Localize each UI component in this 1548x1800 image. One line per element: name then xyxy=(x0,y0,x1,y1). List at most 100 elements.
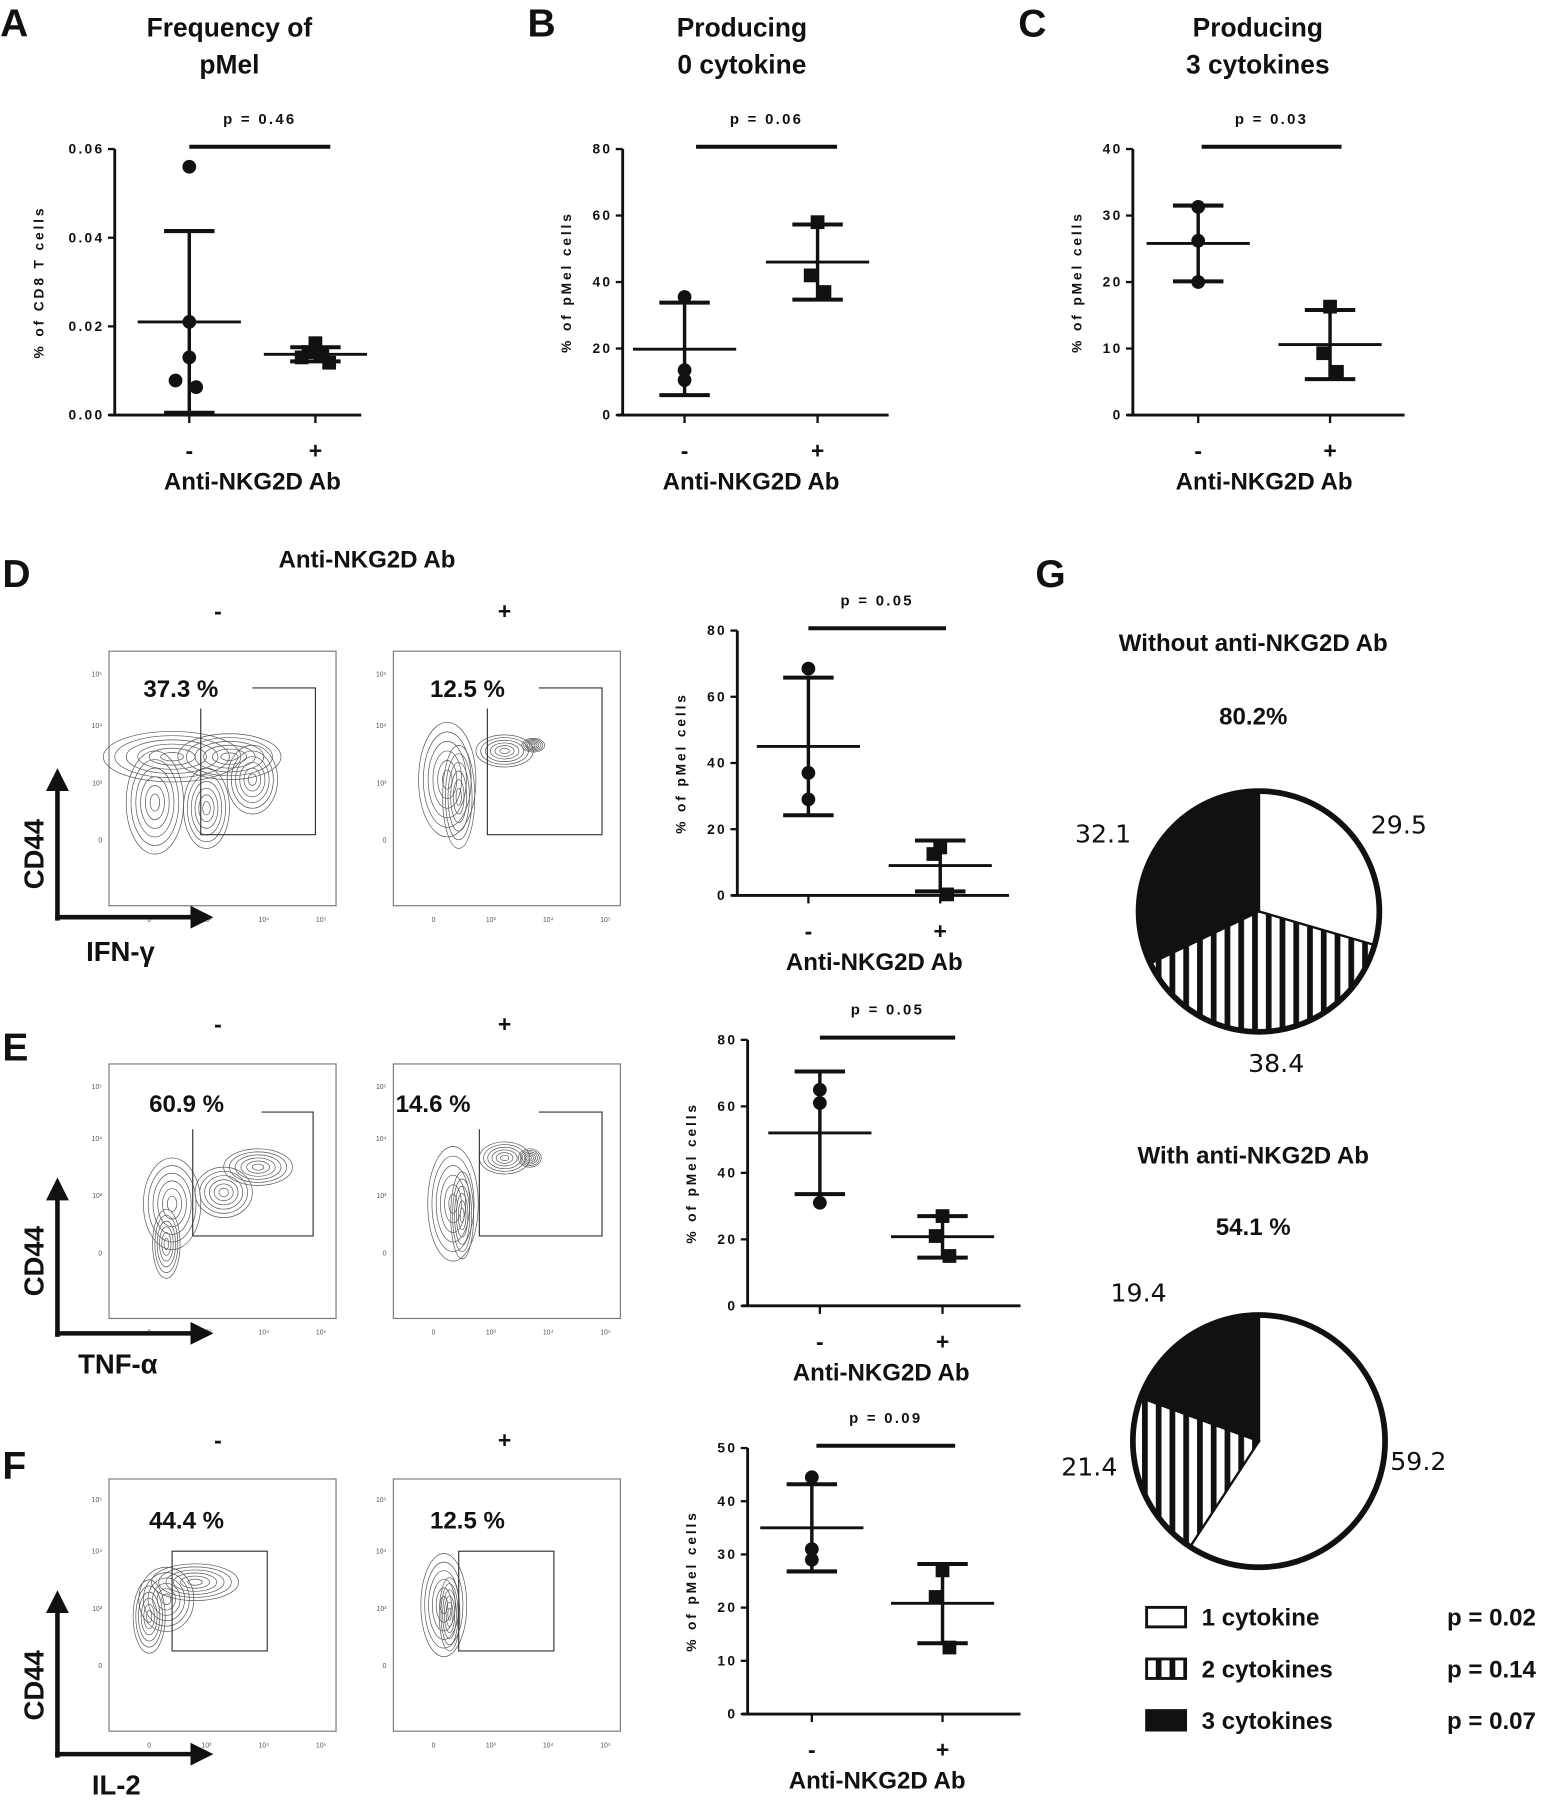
contour-line xyxy=(523,739,544,752)
contour-line xyxy=(432,1578,456,1632)
slice-value-label: 19.4 xyxy=(1111,1278,1167,1307)
contour-line xyxy=(439,1596,448,1615)
y-tick-label: 10⁵ xyxy=(92,671,103,678)
contour-line xyxy=(445,1601,454,1627)
y-tick-label: 10⁵ xyxy=(92,1084,103,1091)
y-tick-label: 0.06 xyxy=(69,142,105,157)
flow-plot-minus: 0 0 10³ 10³ 10⁴ 10⁴ 10⁵ 10⁵ 44.4 % xyxy=(92,1478,337,1749)
contour-line xyxy=(154,1214,179,1273)
contour-line xyxy=(234,1154,282,1180)
y-tick-label: 10⁵ xyxy=(376,1084,387,1091)
category-label: - xyxy=(816,1328,824,1354)
chart-title: pMel xyxy=(199,49,259,79)
flow-plot-plus: 0 0 10³ 10³ 10⁴ 10⁴ 10⁵ 10⁵ 12.5 % xyxy=(376,1478,621,1749)
contour-line xyxy=(252,1163,265,1171)
contour-line xyxy=(418,721,477,838)
x-tick-label: 10⁵ xyxy=(600,1742,611,1749)
slice-value-label: 32.1 xyxy=(1075,820,1131,849)
chart-title: 0 cytokine xyxy=(677,49,806,79)
gate xyxy=(171,1550,268,1652)
y-tick-label: 10⁵ xyxy=(376,671,387,678)
pie-legend: 1 cytokine p = 0.02 2 cytokines p = 0.14 3 c… xyxy=(1145,1605,1537,1735)
y-tick-label: 10⁴ xyxy=(376,1549,387,1556)
data-point xyxy=(803,268,818,283)
legend-p-value: p = 0.14 xyxy=(1447,1656,1537,1683)
flow-row-2: - +0 0 10³ 10³ 10⁴ 10⁴ 10⁵ 10⁵ 60.9 % 0 0 10³ 10³ 10⁴ 1… xyxy=(19,1011,621,1380)
y-tick-label: 10³ xyxy=(92,1606,103,1613)
legend-label: 2 cytokines xyxy=(1202,1656,1333,1683)
category-label: - xyxy=(185,438,193,464)
condition-plus-label: + xyxy=(498,1427,511,1453)
contour-line xyxy=(246,1160,270,1174)
contour-line xyxy=(187,1578,203,1586)
pie-total: 54.1 % xyxy=(1216,1214,1291,1241)
contour-line xyxy=(530,743,536,747)
plot-frame xyxy=(392,1478,621,1732)
y-tick-label: 40 xyxy=(717,1494,737,1509)
gate-percentage: 12.5 % xyxy=(430,676,505,703)
contour-line xyxy=(438,1577,461,1652)
x-tick-label: 10³ xyxy=(202,1330,213,1337)
data-point xyxy=(801,661,816,676)
contour-line xyxy=(442,769,453,790)
data-point xyxy=(294,350,309,365)
x-axis-label: Anti-NKG2D Ab xyxy=(793,1359,970,1386)
y-axis-label: % of pMel cells xyxy=(1069,211,1084,353)
contour-line xyxy=(161,1593,172,1606)
x-tick-label: 10³ xyxy=(486,1742,497,1749)
slice-value-label: 21.4 xyxy=(1061,1453,1117,1482)
legend-swatch xyxy=(1145,1709,1188,1732)
contour-line xyxy=(483,1144,526,1172)
contour-line xyxy=(172,1572,218,1592)
y-axis-label: % of pMel cells xyxy=(674,692,689,834)
contour-line xyxy=(226,744,278,815)
dot-plot-c: Producing 3 cytokines 0 10 20 30 40 % of pMel c… xyxy=(1069,13,1405,496)
dot-plot-d: 0 20 40 60 80 % of pMel cells p = 0.05 - + Anti-N… xyxy=(674,593,1010,976)
plot-frame xyxy=(392,650,621,907)
condition-minus-label: - xyxy=(214,1427,222,1453)
flow-plot-plus: 0 0 10³ 10³ 10⁴ 10⁴ 10⁵ 10⁵ 12.5 % xyxy=(376,650,621,924)
plot-frame xyxy=(108,1063,337,1320)
contour-line xyxy=(159,1226,174,1262)
contour-line xyxy=(452,1178,473,1252)
contour-line xyxy=(521,1151,538,1165)
p-value-label: p = 0.09 xyxy=(849,1411,922,1427)
contour-line xyxy=(130,759,180,846)
condition-minus-label: - xyxy=(214,1011,222,1037)
contour-line xyxy=(186,737,273,777)
data-point xyxy=(804,1542,819,1556)
contour-line xyxy=(480,737,529,765)
y-tick-label: 0.02 xyxy=(69,319,105,334)
contour-line xyxy=(209,1179,239,1206)
pie-title: Without anti-NKG2D Ab xyxy=(1119,630,1388,657)
data-point xyxy=(926,847,941,861)
contour-line xyxy=(151,1563,239,1601)
contour-line xyxy=(527,1156,533,1160)
data-point xyxy=(810,215,825,230)
data-point xyxy=(182,315,197,329)
category-label: + xyxy=(811,438,824,464)
contour-line xyxy=(229,1151,288,1183)
contour-line xyxy=(499,747,510,754)
data-point xyxy=(935,1209,950,1223)
contour-line xyxy=(247,773,257,786)
y-tick-label: 0 xyxy=(98,838,102,845)
y-axis-label: % of pMel cells xyxy=(559,211,574,353)
legend-label: 3 cytokines xyxy=(1202,1708,1333,1735)
contour-line xyxy=(135,767,175,838)
x-tick-label: 10⁵ xyxy=(316,1330,327,1337)
y-tick-label: 10³ xyxy=(92,1193,103,1200)
y-tick-label: 20 xyxy=(1103,275,1123,290)
data-point xyxy=(817,285,832,299)
x-tick-label: 10⁴ xyxy=(543,917,554,924)
gate-percentage: 60.9 % xyxy=(149,1091,224,1118)
plot-frame xyxy=(392,1063,621,1320)
contour-line xyxy=(163,1237,169,1251)
data-point xyxy=(942,1249,957,1263)
contour-line xyxy=(125,739,219,774)
y-axis-label: % of pMel cells xyxy=(684,1510,699,1652)
contour-line xyxy=(455,787,462,806)
gate xyxy=(486,687,603,836)
contour-line xyxy=(152,1209,181,1279)
y-tick-label: 10³ xyxy=(377,1193,388,1200)
